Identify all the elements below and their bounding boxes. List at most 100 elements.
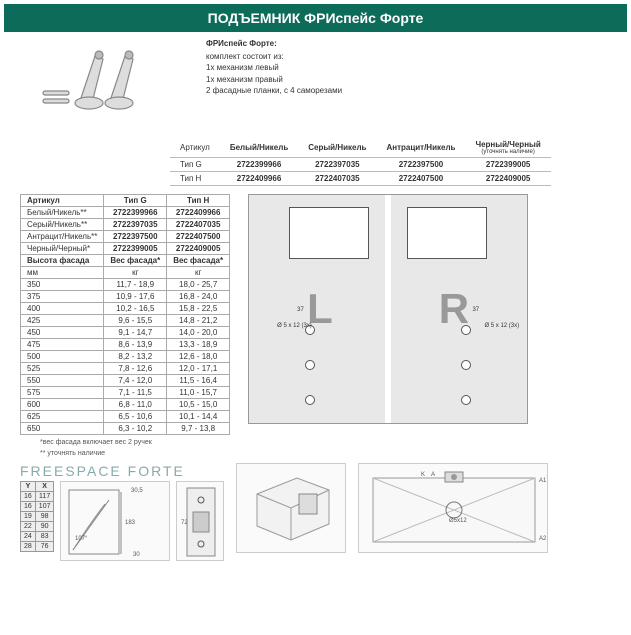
svg-text:A: A xyxy=(431,472,435,478)
desc-line: 1х механизм левый xyxy=(206,62,342,73)
cell: 400 xyxy=(21,303,104,315)
cell: 2722397500 xyxy=(104,231,167,243)
svg-text:K: K xyxy=(421,472,425,478)
cell: 28 xyxy=(21,542,36,552)
cell: 2722407500 xyxy=(167,231,230,243)
footnote: *вес фасада включает вес 2 ручек xyxy=(40,439,230,446)
cell: 575 xyxy=(21,387,104,399)
cell: 7,1 - 11,5 xyxy=(104,387,167,399)
th: Y xyxy=(21,482,36,492)
svg-text:72: 72 xyxy=(181,520,188,526)
cell: 9,7 - 13,8 xyxy=(167,423,230,435)
cell: 117 xyxy=(35,492,54,502)
cell: 2722397035 xyxy=(298,158,376,172)
cell: 13,3 - 18,9 xyxy=(167,339,230,351)
cell: 2722399005 xyxy=(104,243,167,255)
svg-text:30,5: 30,5 xyxy=(131,488,143,494)
cell: 16 xyxy=(21,502,36,512)
cell: 98 xyxy=(35,512,54,522)
hole-label: Ø 5 x 12 (3x) xyxy=(277,323,312,329)
th: X xyxy=(35,482,54,492)
drawing-iso xyxy=(236,463,346,553)
cell: 22 xyxy=(21,522,36,532)
cell: 10,1 - 14,4 xyxy=(167,411,230,423)
cell: 7,8 - 12,6 xyxy=(104,363,167,375)
cell: 90 xyxy=(35,522,54,532)
description-block: ФРИспейс Форте: комплект состоит из: 1х … xyxy=(206,38,342,128)
cell: 16 xyxy=(21,492,36,502)
articles-table-top: Артикул Белый/Никель Серый/Никель Антрац… xyxy=(170,138,551,186)
cell: 350 xyxy=(21,279,104,291)
desc-line: 1х механизм правый xyxy=(206,74,342,85)
cell: 8,6 - 13,9 xyxy=(104,339,167,351)
cell: Антрацит/Никель** xyxy=(21,231,104,243)
product-image xyxy=(20,38,190,128)
cell: 2722399966 xyxy=(220,158,298,172)
th: Высота фасада xyxy=(21,255,104,267)
cell: 650 xyxy=(21,423,104,435)
cell: 2722409966 xyxy=(167,207,230,219)
th: Антрацит/Никель xyxy=(376,138,465,158)
cell: 2722407500 xyxy=(376,172,465,186)
th: Артикул xyxy=(170,138,220,158)
cell: 11,0 - 15,7 xyxy=(167,387,230,399)
lr-diagram: L R Ø 5 x 12 (3x) Ø 5 x 12 (3x) 37 37 xyxy=(248,194,528,424)
drawing-plate: 72 xyxy=(176,481,224,561)
cell: 9,6 - 15,5 xyxy=(104,315,167,327)
cell: 12,6 - 18,0 xyxy=(167,351,230,363)
cell: 525 xyxy=(21,363,104,375)
cell: 2722397500 xyxy=(376,158,465,172)
cell: 425 xyxy=(21,315,104,327)
cell: 2722399966 xyxy=(104,207,167,219)
articles-spec-table: АртикулТип GТип H Белый/Никель**27223999… xyxy=(20,194,230,435)
cell: 6,8 - 11,0 xyxy=(104,399,167,411)
th: Серый/Никель xyxy=(298,138,376,158)
th: Вес фасада* xyxy=(104,255,167,267)
th: Черный/Черный(уточнять наличие) xyxy=(465,138,550,158)
unit: кг xyxy=(167,267,230,279)
cell: 2722407035 xyxy=(298,172,376,186)
cell: 76 xyxy=(35,542,54,552)
cell: 12,0 - 17,1 xyxy=(167,363,230,375)
cell: 16,8 - 24,0 xyxy=(167,291,230,303)
cell: 2722407035 xyxy=(167,219,230,231)
cell: 14,0 - 20,0 xyxy=(167,327,230,339)
cell: 2722409005 xyxy=(465,172,550,186)
cell: 6,3 - 10,2 xyxy=(104,423,167,435)
cell: 9,1 - 14,7 xyxy=(104,327,167,339)
dim-label: 37 xyxy=(472,307,479,313)
desc-heading: ФРИспейс Форте: xyxy=(206,38,342,49)
cell: 450 xyxy=(21,327,104,339)
cell: 11,5 - 16,4 xyxy=(167,375,230,387)
freespace-block: FREESPACE FORTE YX 161171610719982290248… xyxy=(20,463,224,561)
cell: Белый/Никель** xyxy=(21,207,104,219)
cell: 11,7 - 18,9 xyxy=(104,279,167,291)
th: Вес фасада* xyxy=(167,255,230,267)
freespace-title: FREESPACE FORTE xyxy=(20,463,224,479)
unit: мм xyxy=(21,267,104,279)
yx-table: YX 16117161071998229024832876 xyxy=(20,481,54,552)
cell: 8,2 - 13,2 xyxy=(104,351,167,363)
footnote: ** уточнять наличие xyxy=(40,450,230,457)
cell: 475 xyxy=(21,339,104,351)
svg-text:Ø5x12: Ø5x12 xyxy=(449,518,467,524)
cell: 7,4 - 12,0 xyxy=(104,375,167,387)
cell: 24 xyxy=(21,532,36,542)
cell: 10,5 - 15,0 xyxy=(167,399,230,411)
cell: 18,0 - 25,7 xyxy=(167,279,230,291)
cell: 19 xyxy=(21,512,36,522)
page-title: ПОДЪЕМНИК ФРИспейс Форте xyxy=(4,4,627,32)
cell: 107 xyxy=(35,502,54,512)
cell: 2722409966 xyxy=(220,172,298,186)
cell: 10,9 - 17,6 xyxy=(104,291,167,303)
cell: 83 xyxy=(35,532,54,542)
cell: 600 xyxy=(21,399,104,411)
row-label: Тип G xyxy=(170,158,220,172)
unit: кг xyxy=(104,267,167,279)
cell: 550 xyxy=(21,375,104,387)
cell: 14,8 - 21,2 xyxy=(167,315,230,327)
dim-label: 37 xyxy=(297,307,304,313)
row-label: Тип H xyxy=(170,172,220,186)
cell: 2722409005 xyxy=(167,243,230,255)
cell: Черный/Черный* xyxy=(21,243,104,255)
